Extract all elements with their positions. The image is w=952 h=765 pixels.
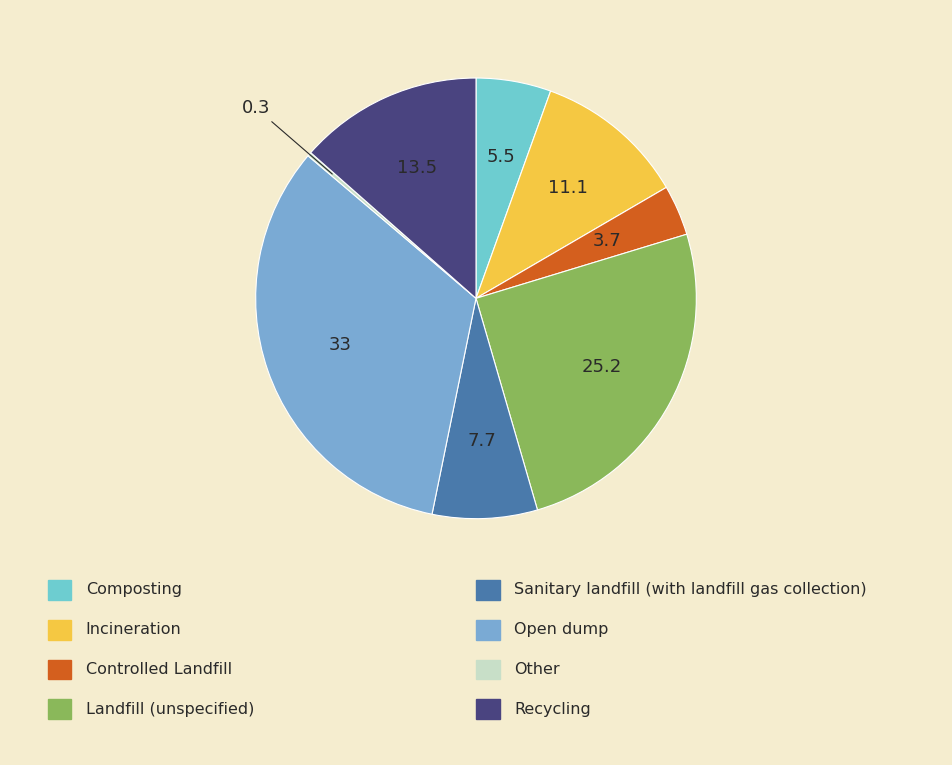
FancyBboxPatch shape (48, 659, 71, 679)
Wedge shape (476, 78, 550, 298)
Text: Controlled Landfill: Controlled Landfill (86, 662, 231, 677)
FancyBboxPatch shape (48, 620, 71, 640)
Text: Open dump: Open dump (514, 622, 608, 637)
Text: 3.7: 3.7 (593, 232, 622, 250)
Text: 0.3: 0.3 (242, 99, 332, 174)
Text: Other: Other (514, 662, 560, 677)
Text: 13.5: 13.5 (397, 159, 437, 177)
FancyBboxPatch shape (476, 620, 500, 640)
FancyBboxPatch shape (476, 580, 500, 600)
Wedge shape (476, 91, 666, 298)
Text: Sanitary landfill (with landfill gas collection): Sanitary landfill (with landfill gas col… (514, 582, 866, 597)
FancyBboxPatch shape (48, 699, 71, 719)
Text: 7.7: 7.7 (467, 432, 496, 451)
Text: 11.1: 11.1 (547, 179, 587, 197)
Wedge shape (476, 234, 696, 510)
FancyBboxPatch shape (48, 580, 71, 600)
Text: Landfill (unspecified): Landfill (unspecified) (86, 702, 254, 717)
Text: Recycling: Recycling (514, 702, 591, 717)
Wedge shape (476, 187, 686, 298)
Text: Incineration: Incineration (86, 622, 182, 637)
Wedge shape (308, 153, 476, 298)
Wedge shape (256, 156, 476, 514)
Text: 5.5: 5.5 (486, 148, 515, 166)
Text: Composting: Composting (86, 582, 182, 597)
FancyBboxPatch shape (476, 659, 500, 679)
Wedge shape (310, 78, 476, 298)
FancyBboxPatch shape (476, 699, 500, 719)
Wedge shape (432, 298, 538, 519)
Text: 25.2: 25.2 (582, 357, 622, 376)
Text: 33: 33 (329, 336, 352, 354)
